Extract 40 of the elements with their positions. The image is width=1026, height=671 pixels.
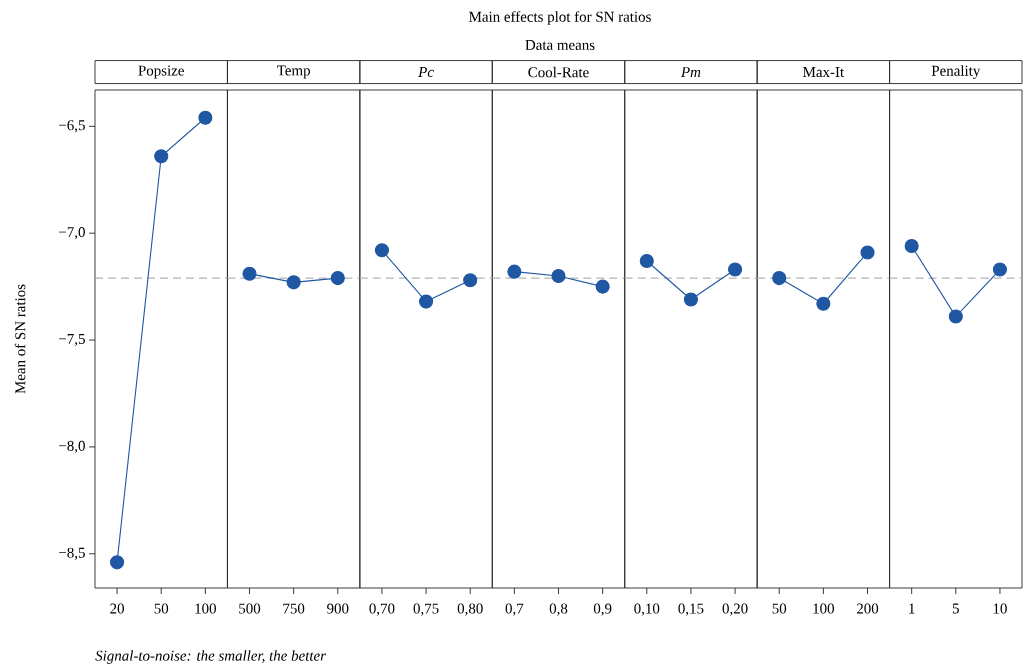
x-tick-label: 500 [239, 603, 261, 614]
x-tick-label: 0,15 [678, 603, 704, 616]
x-tick-label: 1 [909, 603, 915, 614]
y-tick-label: −7,0 [59, 227, 85, 240]
x-tick-label: 0,75 [413, 603, 439, 616]
chart-title: Pc [418, 67, 434, 78]
y-axis-title: Mean of SN ratios [14, 284, 26, 394]
text: Data means [525, 40, 595, 50]
x-tick-label: 0,8 [549, 603, 568, 616]
chart-title: Cool-Rate [528, 66, 589, 78]
x-tick-label: 5 [952, 603, 959, 614]
point [110, 555, 125, 570]
chart-title: Penality [931, 65, 981, 79]
x-tick-label: 20 [110, 603, 124, 614]
point [198, 110, 213, 125]
point [154, 149, 169, 164]
x-tick-label: 0,80 [457, 603, 483, 616]
chart-title: Max-It [803, 67, 845, 78]
x-tick-label: 0,20 [722, 603, 748, 616]
x-tick-label: 0,7 [505, 603, 524, 616]
x-tick-label: 200 [856, 603, 879, 614]
y-tick-label: −8,5 [59, 547, 85, 560]
text: Main effects plot for SN ratios [469, 11, 651, 25]
y-tick-label: −8,0 [59, 440, 85, 454]
x-tick-label: 0,70 [369, 603, 395, 616]
text: Signal-to-noise: the smaller, the better [95, 650, 327, 664]
x-tick-label: 100 [195, 603, 216, 614]
x-tick-label: 100 [813, 603, 835, 614]
x-tick-label: 10 [993, 603, 1007, 614]
x-tick-label: 0,9 [593, 603, 612, 616]
x-tick-label: 0,10 [634, 603, 660, 616]
chart-title: Pm [680, 67, 701, 77]
chart-title: Popsize [138, 65, 184, 79]
x-tick-label: 50 [772, 603, 787, 614]
y-tick-label: −6,5 [59, 120, 85, 133]
y-tick-label: −7,5 [59, 334, 85, 347]
x-tick-label: 50 [154, 603, 169, 614]
x-tick-label: 750 [283, 603, 305, 614]
x-tick-label: 900 [327, 603, 349, 614]
chart-title: Temp [277, 65, 310, 79]
